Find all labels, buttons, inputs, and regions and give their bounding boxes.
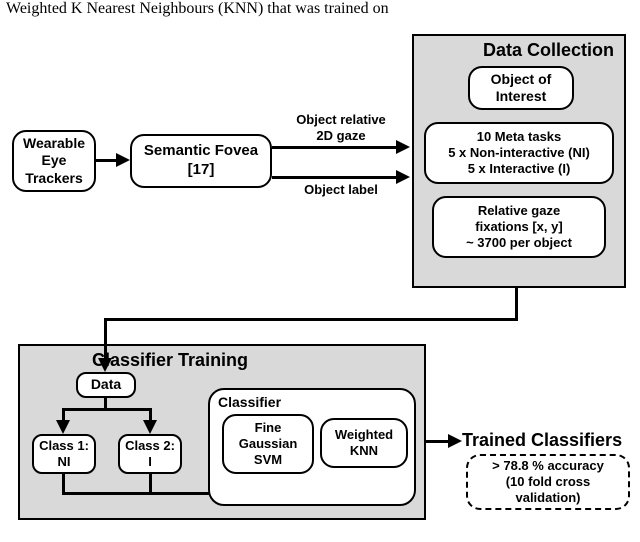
arrow-wearable-to-fovea bbox=[96, 159, 118, 162]
arrowhead-to-trained bbox=[448, 434, 462, 448]
box-class1: Class 1:NI bbox=[32, 434, 96, 474]
box-class2: Class 2:I bbox=[118, 434, 182, 474]
box-object-of-interest: Object ofInterest bbox=[468, 66, 574, 110]
arrow-dc-left-h bbox=[104, 318, 518, 321]
panel-title-classifier-training: Classifier Training bbox=[92, 350, 248, 371]
box-data: Data bbox=[76, 372, 136, 398]
box-wearable-trackers: WearableEyeTrackers bbox=[12, 130, 96, 192]
line-class1-down bbox=[62, 474, 65, 494]
label-classifier: Classifier bbox=[218, 394, 281, 412]
arrow-fovea-bottom bbox=[272, 176, 398, 179]
arrow-fovea-top bbox=[272, 146, 398, 149]
cropped-caption: Weighted K Nearest Neighbours (KNN) that… bbox=[6, 0, 389, 18]
arrow-dc-into-data-v bbox=[104, 318, 107, 360]
arrowhead-class1 bbox=[56, 420, 70, 434]
box-semantic-fovea: Semantic Fovea[17] bbox=[130, 134, 272, 188]
panel-title-data-collection: Data Collection bbox=[483, 40, 614, 61]
arrowhead-into-data bbox=[98, 358, 112, 372]
line-class-merge-bar bbox=[62, 492, 152, 495]
label-object-relative-2d-gaze: Object relative2D gaze bbox=[286, 112, 396, 143]
box-fixations: Relative gazefixations [x, y]~ 3700 per … bbox=[432, 196, 606, 258]
line-data-split-bar bbox=[62, 408, 152, 411]
arrow-dc-down-v bbox=[515, 288, 518, 320]
box-svm: FineGaussianSVM bbox=[222, 414, 314, 474]
arrowhead-fovea-top bbox=[396, 140, 410, 154]
arrow-to-trained bbox=[426, 440, 450, 443]
label-trained-classifiers: Trained Classifiers bbox=[462, 430, 622, 452]
arrowhead-wearable-to-fovea bbox=[116, 153, 130, 167]
arrowhead-fovea-bottom bbox=[396, 170, 410, 184]
box-knn: WeightedKNN bbox=[320, 418, 408, 468]
box-meta-tasks: 10 Meta tasks5 x Non-interactive (NI)5 x… bbox=[424, 122, 614, 184]
diagram-canvas: Weighted K Nearest Neighbours (KNN) that… bbox=[0, 0, 640, 542]
box-accuracy: > 78.8 % accuracy(10 fold crossvalidatio… bbox=[466, 454, 630, 510]
arrowhead-class2 bbox=[143, 420, 157, 434]
line-class2-down bbox=[149, 474, 152, 494]
label-object-label: Object label bbox=[296, 182, 386, 198]
